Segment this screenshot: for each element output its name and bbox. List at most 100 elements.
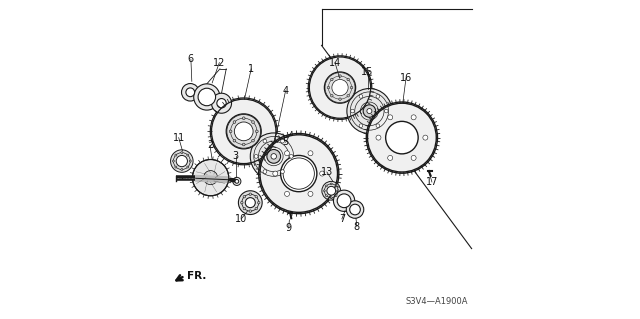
Circle shape: [423, 135, 428, 140]
Circle shape: [211, 98, 277, 165]
Circle shape: [235, 180, 239, 183]
Text: 9: 9: [285, 223, 292, 233]
Circle shape: [187, 154, 189, 156]
Circle shape: [323, 190, 325, 192]
Text: 10: 10: [235, 214, 247, 224]
Circle shape: [254, 154, 258, 158]
Circle shape: [347, 94, 349, 97]
Circle shape: [189, 160, 191, 162]
Circle shape: [327, 186, 335, 195]
Circle shape: [337, 190, 339, 192]
Circle shape: [320, 171, 324, 176]
Circle shape: [204, 171, 218, 185]
Text: 1: 1: [248, 64, 254, 74]
Circle shape: [187, 166, 189, 168]
Circle shape: [234, 122, 253, 141]
Circle shape: [285, 151, 289, 156]
Circle shape: [281, 139, 284, 143]
Circle shape: [388, 155, 393, 160]
Circle shape: [198, 88, 216, 106]
Circle shape: [349, 204, 360, 215]
Circle shape: [351, 109, 355, 113]
Circle shape: [255, 130, 258, 133]
Circle shape: [324, 72, 356, 103]
Text: 14: 14: [329, 58, 341, 68]
Circle shape: [226, 114, 261, 149]
Circle shape: [267, 150, 280, 163]
Circle shape: [330, 197, 332, 198]
Circle shape: [332, 79, 348, 96]
Circle shape: [263, 139, 267, 143]
Circle shape: [241, 201, 243, 204]
Circle shape: [333, 190, 355, 211]
Circle shape: [281, 170, 284, 174]
Circle shape: [233, 121, 236, 123]
Circle shape: [337, 194, 351, 208]
Circle shape: [326, 185, 327, 187]
Text: 3: 3: [232, 152, 239, 161]
Text: 8: 8: [354, 222, 360, 232]
Circle shape: [233, 139, 236, 142]
Circle shape: [367, 108, 372, 114]
Circle shape: [243, 143, 245, 146]
Circle shape: [388, 115, 393, 120]
Text: 5: 5: [282, 137, 289, 147]
Circle shape: [285, 191, 289, 197]
Circle shape: [243, 117, 245, 120]
Text: 12: 12: [213, 58, 225, 68]
Circle shape: [350, 86, 353, 89]
Circle shape: [326, 195, 327, 197]
Circle shape: [176, 155, 188, 167]
Text: 6: 6: [188, 55, 194, 64]
Circle shape: [217, 99, 226, 108]
Circle shape: [175, 166, 177, 168]
Circle shape: [249, 193, 252, 196]
Circle shape: [330, 183, 332, 185]
Circle shape: [252, 139, 254, 142]
Text: 16: 16: [400, 73, 412, 83]
Circle shape: [257, 201, 260, 204]
Text: 2: 2: [207, 140, 213, 151]
Text: FR.: FR.: [188, 271, 207, 281]
Circle shape: [194, 84, 220, 110]
Circle shape: [271, 154, 276, 159]
Circle shape: [363, 105, 376, 117]
Circle shape: [186, 88, 195, 97]
Circle shape: [182, 84, 199, 101]
Circle shape: [263, 170, 267, 174]
Circle shape: [233, 177, 241, 185]
Circle shape: [376, 135, 381, 140]
Text: S3V4—A1900A: S3V4—A1900A: [406, 297, 468, 307]
Circle shape: [229, 130, 232, 133]
Circle shape: [376, 95, 380, 98]
Circle shape: [325, 73, 355, 103]
Circle shape: [243, 196, 246, 198]
Text: 13: 13: [321, 167, 333, 177]
Circle shape: [250, 133, 297, 180]
Circle shape: [308, 56, 372, 119]
Circle shape: [308, 151, 313, 156]
Text: 7: 7: [339, 214, 345, 224]
Text: 11: 11: [173, 133, 185, 143]
Circle shape: [171, 150, 193, 172]
Circle shape: [335, 185, 337, 187]
Circle shape: [331, 78, 333, 81]
Circle shape: [181, 152, 183, 154]
Circle shape: [255, 207, 257, 210]
Circle shape: [175, 154, 177, 156]
Text: 4: 4: [282, 86, 289, 96]
Circle shape: [335, 195, 337, 197]
Circle shape: [331, 94, 333, 97]
Text: 17: 17: [426, 177, 438, 187]
Circle shape: [172, 160, 174, 162]
Circle shape: [346, 201, 364, 218]
Circle shape: [243, 207, 246, 210]
Circle shape: [259, 133, 339, 214]
Circle shape: [385, 109, 388, 113]
Circle shape: [359, 124, 363, 128]
Circle shape: [289, 154, 293, 158]
Circle shape: [239, 191, 262, 214]
Circle shape: [181, 168, 183, 171]
Circle shape: [245, 198, 255, 208]
Circle shape: [227, 115, 260, 148]
